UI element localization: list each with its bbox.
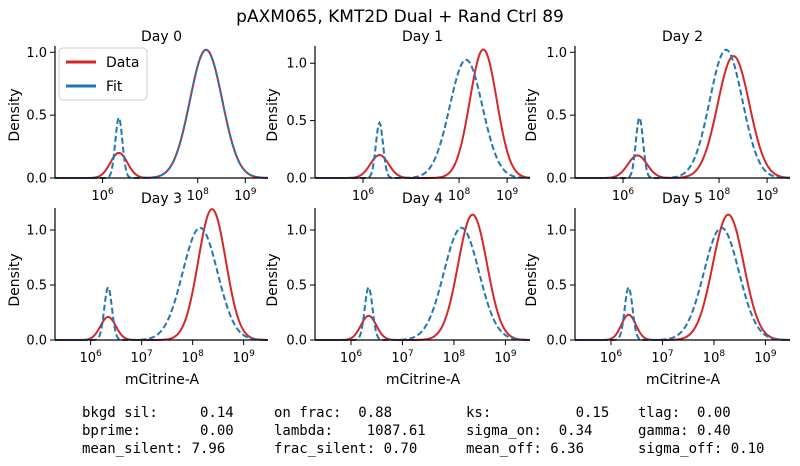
x-tick-label: 106: [91, 187, 114, 204]
panel-2: 0.0 0.5 1.0 106 108 109 Day 1: [286, 29, 531, 204]
panel-3: 0.0 0.5 1.0 106 108 109 Day 2: [546, 29, 791, 204]
series-fit-line: [575, 48, 791, 179]
y-tick-label: 0.5: [546, 109, 567, 124]
panel-title: Day 4: [402, 191, 443, 207]
x-tick-label: 106: [612, 187, 635, 204]
x-axis-label: mCitrine-A: [386, 372, 461, 388]
y-tick-label: 1.0: [286, 224, 307, 239]
x-tick-label: 109: [233, 349, 256, 366]
series-fit-line: [575, 226, 791, 341]
y-tick-label: 0.5: [286, 114, 307, 129]
y-axis-label-row1: Density: [265, 88, 281, 141]
x-tick-label: 107: [131, 349, 153, 366]
x-tick-label: 108: [443, 349, 466, 366]
legend-label-fit: Fit: [106, 79, 123, 95]
stat-on-frac: on frac: 0.88: [274, 405, 393, 421]
legend: Data Fit: [58, 47, 148, 101]
x-tick-label: 107: [391, 349, 413, 366]
x-tick-label: 109: [754, 349, 777, 366]
x-axis-label: mCitrine-A: [125, 372, 200, 388]
series-fit-line: [315, 58, 531, 179]
y-tick-label: 0.0: [546, 334, 567, 349]
x-tick-label: 109: [494, 349, 517, 366]
legend-label-data: Data: [106, 55, 139, 71]
series-data-line: [315, 48, 531, 179]
y-tick-label: 1.0: [546, 46, 567, 61]
x-tick-label: 106: [600, 349, 623, 366]
panel-4: 0.0 0.5 1.0 106 107 108 109 Day 3: [26, 191, 269, 366]
stat-mean-off: mean_off: 6.36: [466, 441, 585, 457]
y-axis-label-row1: Density: [524, 88, 540, 141]
x-tick-label: 108: [708, 187, 731, 204]
series-fit-line: [55, 226, 269, 341]
stat-ks: ks: 0.15: [466, 405, 610, 421]
x-tick-label: 108: [187, 187, 210, 204]
panel-title: Day 5: [662, 191, 703, 207]
series-data-line: [315, 213, 531, 341]
y-axis-label-row2: Density: [265, 253, 281, 306]
stat-sigma-on: sigma_on: 0.34: [466, 423, 593, 439]
y-tick-label: 0.5: [286, 279, 307, 294]
x-tick-label: 109: [756, 187, 779, 204]
y-tick-label: 1.0: [26, 224, 47, 239]
x-tick-label: 106: [352, 187, 375, 204]
y-tick-label: 0.5: [26, 109, 47, 124]
x-tick-label: 109: [234, 187, 257, 204]
y-axis-label-row1: Density: [7, 88, 23, 141]
panel-6: 0.0 0.5 1.0 106 107 108 109 Day 5: [546, 191, 791, 366]
x-axis-label: mCitrine-A: [646, 372, 721, 388]
y-axis-label-row2: Density: [524, 253, 540, 306]
x-tick-label: 106: [340, 349, 363, 366]
figure-title: pAXM065, KMT2D Dual + Rand Ctrl 89: [236, 7, 564, 27]
panel-title: Day 1: [402, 29, 443, 45]
series-data-line: [575, 213, 791, 341]
y-axis-label-row2: Density: [7, 253, 23, 306]
figure: pAXM065, KMT2D Dual + Rand Ctrl 89 0.00.…: [7, 7, 791, 388]
y-tick-label: 1.0: [26, 46, 47, 61]
stat-tlag: tlag: 0.00: [638, 405, 731, 421]
panel-title: Day 0: [141, 29, 182, 45]
x-tick-label: 108: [182, 349, 205, 366]
y-axis-labels: Density Density Density Density Density …: [7, 88, 540, 306]
y-tick-label: 0.5: [26, 279, 47, 294]
y-tick-label: 1.0: [286, 57, 307, 72]
y-tick-label: 0.0: [546, 172, 567, 187]
stat-lambda: lambda: 1087.61: [274, 423, 426, 439]
y-tick-label: 0.0: [286, 172, 307, 187]
x-tick-label: 109: [496, 187, 519, 204]
y-tick-label: 0.0: [26, 334, 47, 349]
y-tick-label: 0.0: [286, 334, 307, 349]
x-tick-label: 108: [703, 349, 726, 366]
x-tick-label: 106: [80, 349, 103, 366]
panel-title: Day 3: [141, 191, 182, 207]
stat-sigma-off: sigma_off: 0.10: [638, 441, 765, 457]
series-fit-line: [55, 48, 269, 179]
stat-frac-silent: frac_silent: 0.70: [274, 441, 418, 457]
y-tick-label: 1.0: [546, 224, 567, 239]
panel-5: 0.0 0.5 1.0 106 107 108 109 Day 4: [286, 191, 531, 366]
series-fit-line: [315, 226, 531, 341]
stat-gamma: gamma: 0.40: [638, 423, 731, 439]
stat-mean-silent: mean_silent: 7.96: [82, 441, 226, 457]
stat-bprime: bprime: 0.00: [82, 423, 234, 439]
fit-statistics: bkgd sil: 0.14 on frac: 0.88 ks: 0.15 tl…: [0, 400, 800, 466]
x-tick-label: 108: [448, 187, 471, 204]
y-tick-label: 0.0: [26, 172, 47, 187]
panel-1: 0.0 0.5 1.0 106 108 109 Day 0: [26, 29, 269, 204]
series-data-line: [55, 208, 269, 341]
panels: 0.0 0.5 1.0 106 108 109 Day 0 0.0 0.5 1.0 106 108 10…: [26, 29, 791, 366]
y-tick-label: 0.5: [546, 279, 567, 294]
panel-title: Day 2: [662, 29, 703, 45]
x-tick-label: 107: [651, 349, 673, 366]
stat-bkgd-sil: bkgd sil: 0.14: [82, 405, 234, 421]
x-axis-labels: mCitrine-A mCitrine-A mCitrine-A: [125, 372, 721, 388]
